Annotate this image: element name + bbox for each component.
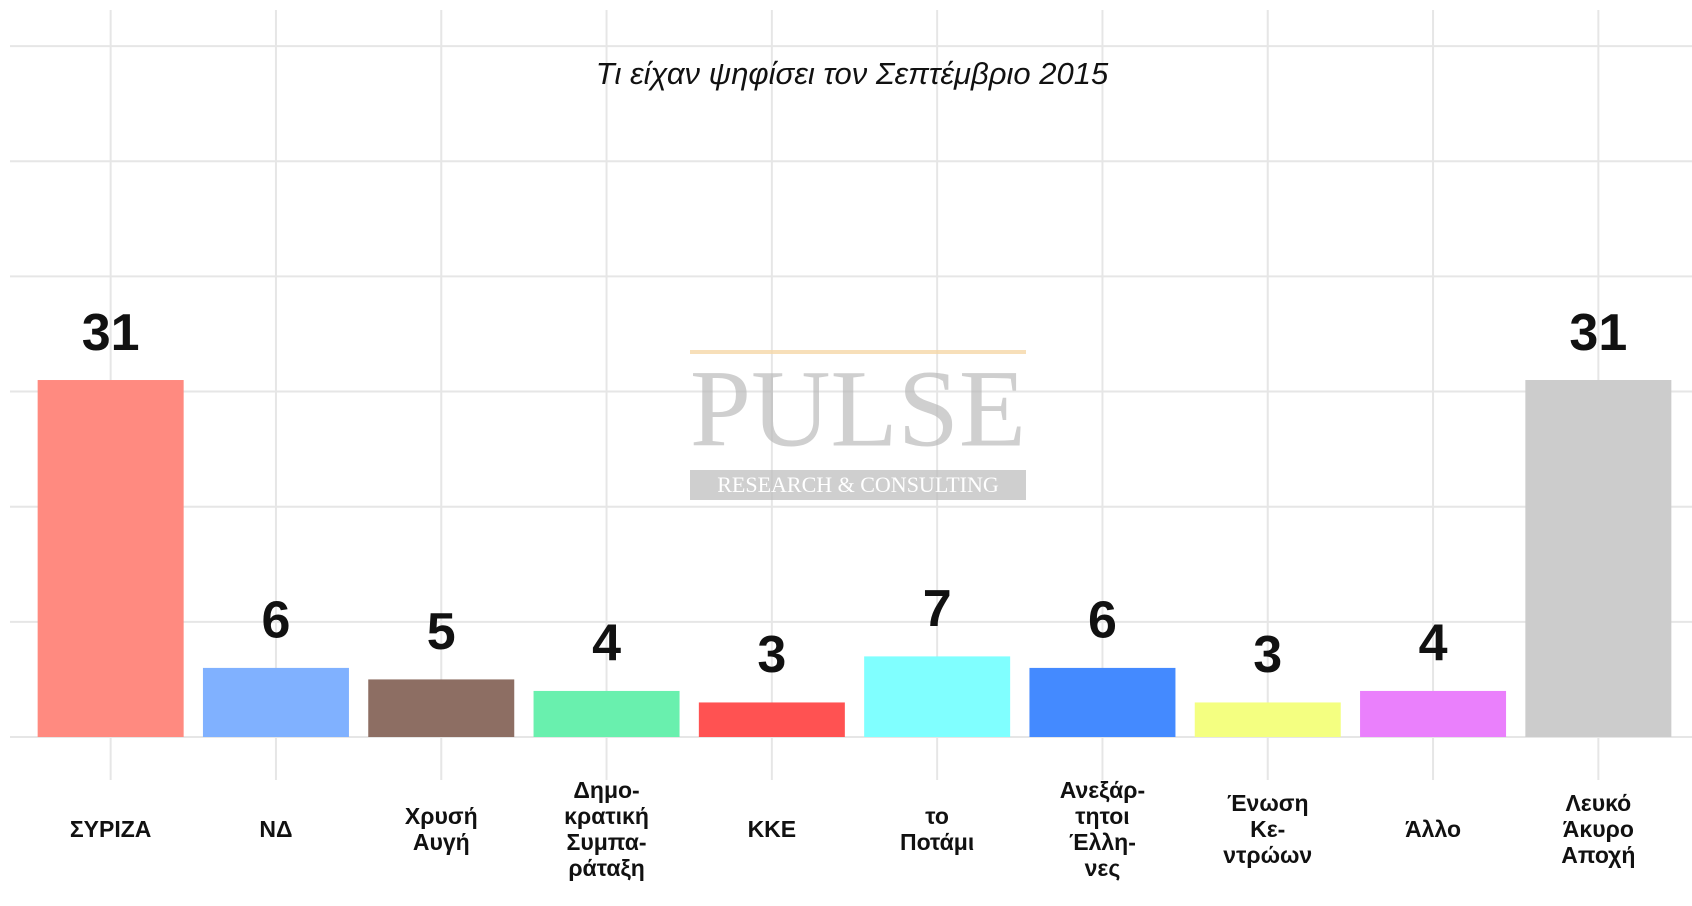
watermark: RESEARCH & CONSULTING xyxy=(717,472,999,497)
bar xyxy=(1525,380,1672,737)
bar xyxy=(533,690,680,737)
value-label: 4 xyxy=(1419,615,1448,673)
x-tick-label: νες xyxy=(1085,855,1121,881)
watermark: PULSE xyxy=(690,347,1026,469)
chart-subtitle: Τι είχαν ψηφίσει τον Σεπτέμβριο 2015 xyxy=(596,56,1109,91)
watermark-line xyxy=(690,350,1026,354)
x-tick-label: ντρώων xyxy=(1223,842,1312,868)
x-tick-label: κρατική xyxy=(564,803,649,829)
x-tick-label: ΝΔ xyxy=(259,816,292,842)
bar xyxy=(37,380,184,737)
value-label: 31 xyxy=(82,304,140,362)
x-tick-label: Ανεξάρ- xyxy=(1060,777,1145,803)
value-label: 5 xyxy=(427,603,456,661)
value-label: 6 xyxy=(261,592,290,650)
x-tick-label: Ποτάμι xyxy=(900,829,974,855)
x-tick-label: Ένωση xyxy=(1227,790,1309,816)
bar xyxy=(1194,702,1341,737)
watermark-band xyxy=(690,470,1026,500)
bar xyxy=(1360,690,1507,737)
value-label: 4 xyxy=(592,615,621,673)
x-tick-label: Άλλο xyxy=(1405,816,1461,842)
x-tick-label: Δημο- xyxy=(573,777,639,803)
value-label: 6 xyxy=(1088,592,1117,650)
x-tick-label: ΣΥΡΙΖΑ xyxy=(70,816,152,842)
x-tick-label: Αυγή xyxy=(413,829,470,855)
bar xyxy=(202,667,349,737)
x-tick-label: Αποχή xyxy=(1561,842,1635,868)
bar xyxy=(368,679,515,737)
value-label: 3 xyxy=(757,626,786,684)
x-tick-label: τητοι xyxy=(1075,803,1129,829)
bar xyxy=(1029,667,1176,737)
x-tick-label: Κε- xyxy=(1250,816,1285,842)
x-tick-label: ράταξη xyxy=(568,855,644,881)
x-tick-label: Άκυρο xyxy=(1563,816,1634,842)
value-label: 31 xyxy=(1569,304,1627,362)
x-tick-label: το xyxy=(925,803,949,829)
x-tick-label: Λευκό xyxy=(1565,790,1631,816)
bar xyxy=(698,702,845,737)
subtitle-box xyxy=(540,50,1170,102)
x-tick-label: Συμπα- xyxy=(567,829,647,855)
x-tick-label: Έλλη- xyxy=(1069,829,1136,855)
value-label: 3 xyxy=(1253,626,1282,684)
x-tick-label: ΚΚΕ xyxy=(748,816,797,842)
x-tick-label: Χρυσή xyxy=(405,803,478,829)
bar xyxy=(864,656,1011,737)
value-label: 7 xyxy=(923,580,952,638)
